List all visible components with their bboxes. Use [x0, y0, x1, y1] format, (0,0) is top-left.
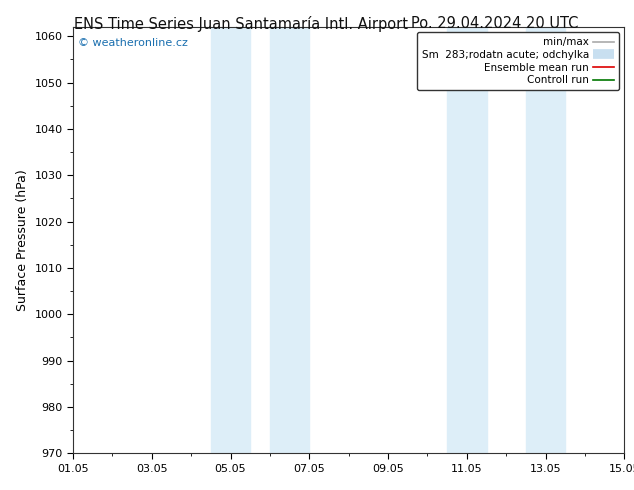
Bar — [526, 27, 566, 453]
Bar — [270, 27, 309, 453]
Bar — [210, 27, 250, 453]
Y-axis label: Surface Pressure (hPa): Surface Pressure (hPa) — [16, 169, 29, 311]
Text: Po. 29.04.2024 20 UTC: Po. 29.04.2024 20 UTC — [411, 16, 578, 31]
Bar — [447, 27, 487, 453]
Legend: min/max, Sm  283;rodatn acute; odchylka, Ensemble mean run, Controll run: min/max, Sm 283;rodatn acute; odchylka, … — [417, 32, 619, 90]
Text: ENS Time Series Juan Santamaría Intl. Airport: ENS Time Series Juan Santamaría Intl. Ai… — [74, 16, 408, 32]
Text: © weatheronline.cz: © weatheronline.cz — [79, 38, 188, 48]
